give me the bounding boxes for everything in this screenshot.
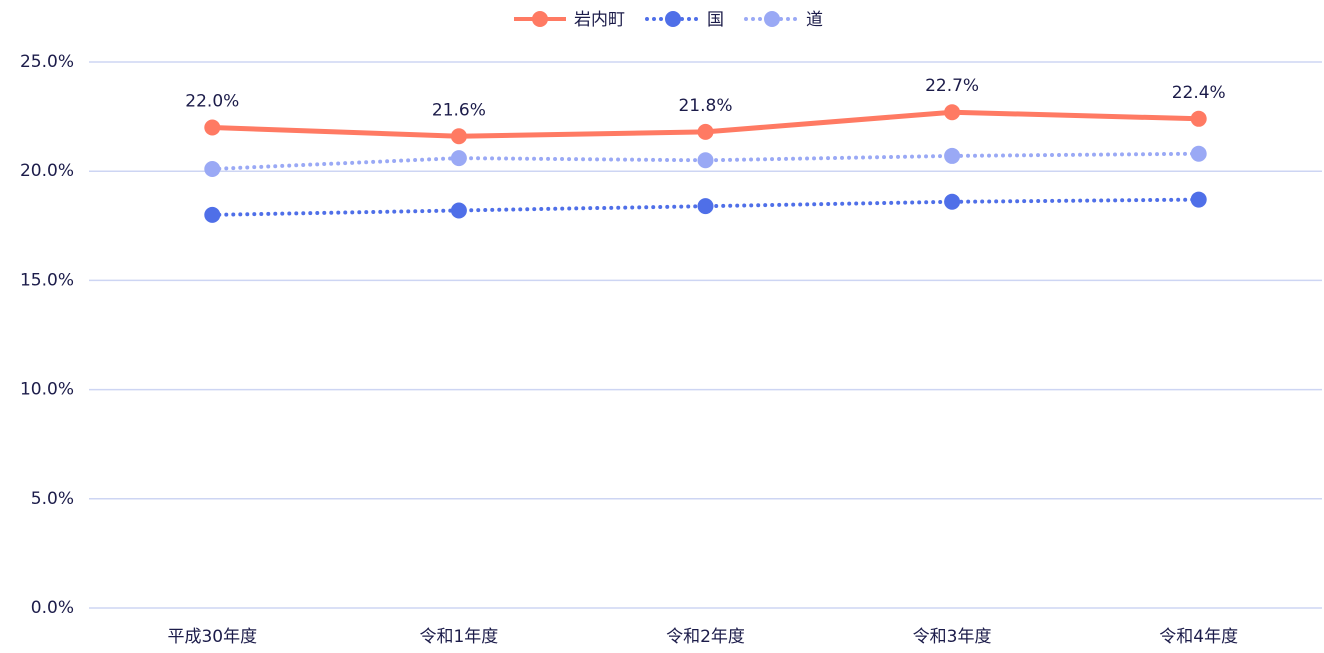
point	[944, 147, 961, 164]
y-tick-label: 0.0%	[31, 598, 74, 618]
point	[697, 198, 714, 215]
legend-marker	[665, 11, 681, 27]
data-label: 21.8%	[678, 96, 732, 116]
x-tick-label: 令和3年度	[913, 627, 992, 647]
point	[1190, 191, 1207, 208]
point	[697, 152, 714, 169]
point	[1190, 145, 1207, 162]
legend-marker	[532, 11, 548, 27]
legend-label: 岩内町	[574, 10, 625, 30]
data-label: 22.4%	[1172, 83, 1226, 103]
point	[1190, 110, 1207, 127]
point	[450, 128, 467, 145]
x-tick-label: 令和2年度	[666, 627, 745, 647]
point	[204, 206, 221, 223]
legend-label: 道	[806, 10, 823, 30]
point	[204, 161, 221, 178]
y-tick-label: 20.0%	[20, 161, 74, 181]
x-tick-label: 令和1年度	[419, 627, 498, 647]
point	[204, 119, 221, 136]
y-tick-label: 15.0%	[20, 270, 74, 290]
point	[944, 193, 961, 210]
point	[450, 150, 467, 167]
legend-label: 国	[707, 10, 724, 30]
point	[697, 123, 714, 140]
y-tick-label: 25.0%	[20, 52, 74, 72]
y-tick-label: 5.0%	[31, 489, 74, 509]
data-label: 22.0%	[185, 92, 239, 112]
legend-marker	[764, 11, 780, 27]
x-tick-label: 平成30年度	[167, 627, 257, 647]
y-tick-label: 10.0%	[20, 380, 74, 400]
x-tick-label: 令和4年度	[1159, 627, 1238, 647]
data-label: 22.7%	[925, 76, 979, 96]
point	[450, 202, 467, 219]
point	[944, 104, 961, 121]
data-label: 21.6%	[432, 100, 486, 120]
